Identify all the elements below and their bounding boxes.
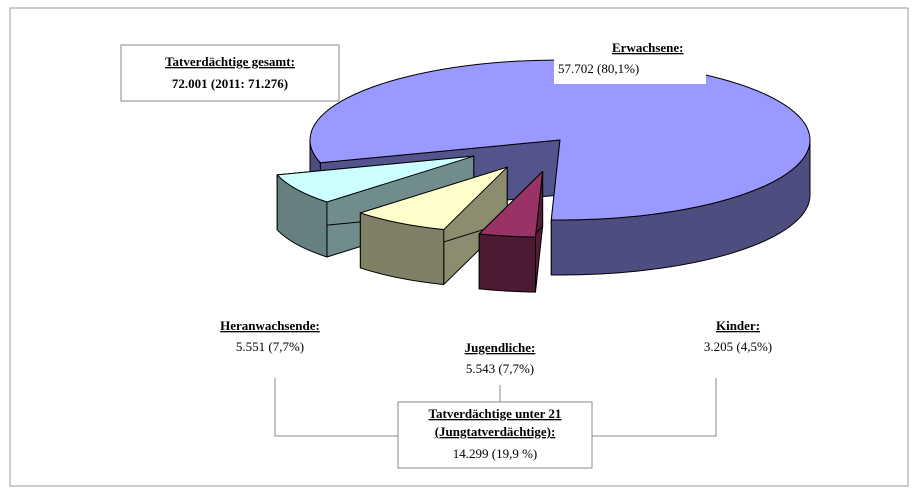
slice (276, 155, 475, 203)
connector (274, 378, 398, 437)
annotation-box (397, 401, 593, 469)
slice-side (478, 233, 536, 293)
annotation-box (120, 44, 340, 102)
pie (276, 59, 811, 293)
slice-group (359, 166, 508, 286)
annotation-title: (Jungtatverdächtige): (435, 424, 556, 439)
slice-label: Jugendliche: (465, 340, 536, 355)
value-label: 5.551 (7,7%) (236, 339, 304, 354)
value-label: 5.543 (7,7%) (466, 361, 534, 376)
annotation-title: Tatverdächtige unter 21 (429, 406, 562, 421)
connector (592, 378, 717, 437)
annotation-text: 14.299 (19,9 %) (453, 446, 538, 461)
value-label: 57.702 (80,1%) (558, 61, 639, 76)
slice-label: Heranwachsende: (220, 318, 320, 333)
value-label: 3.205 (4,5%) (704, 339, 772, 354)
label-box (554, 36, 706, 84)
slice (309, 59, 811, 221)
slice-label: Erwachsene: (612, 40, 684, 55)
slice (478, 171, 544, 238)
slice-group (478, 171, 544, 293)
slice-label: Kinder: (716, 318, 760, 333)
annotation-text: 72.001 (2011: 71.276) (172, 76, 288, 91)
slice (359, 166, 508, 231)
annotation-title: Tatverdächtige gesamt: (165, 54, 295, 69)
